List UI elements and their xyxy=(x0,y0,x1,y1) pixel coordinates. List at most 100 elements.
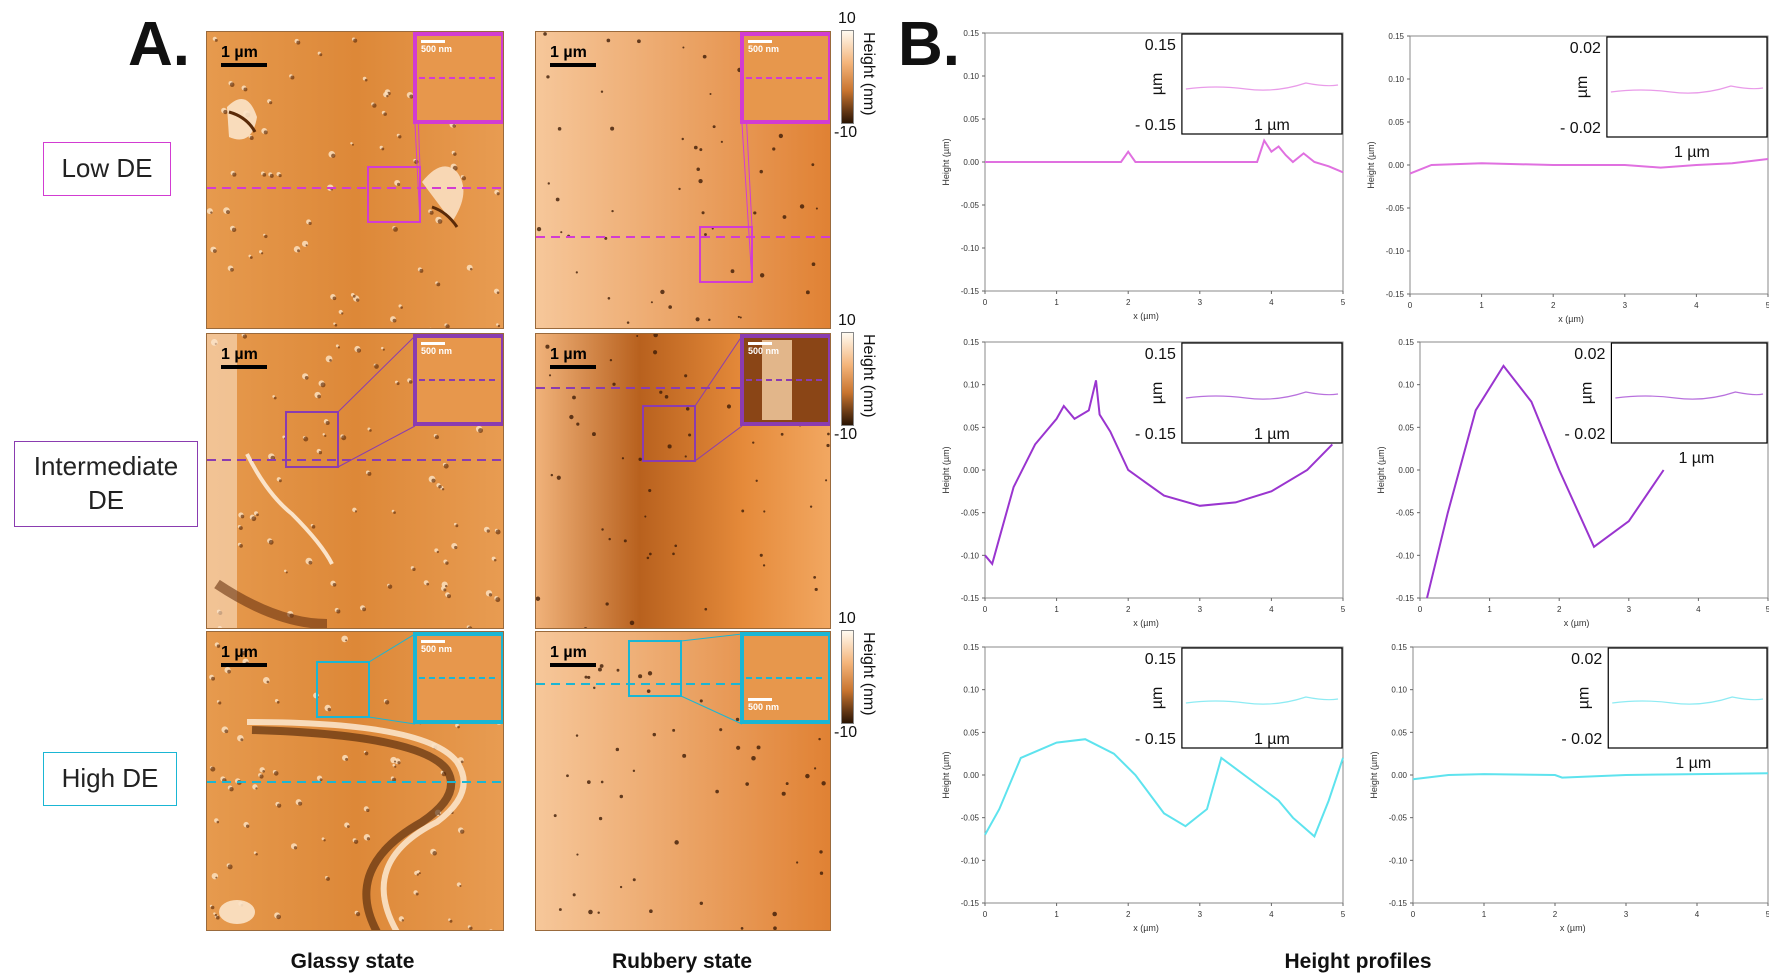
height-colorbar xyxy=(841,30,854,124)
y-tick-label: -0.10 xyxy=(1389,856,1408,865)
y-tick-label: 0.00 xyxy=(963,771,979,780)
y-axis-label: Height (µm) xyxy=(941,446,951,493)
afm-rubbery-image: 1 µm 500 nm xyxy=(535,31,831,329)
y-tick-label: 0.05 xyxy=(1391,728,1407,737)
x-tick-label: 5 xyxy=(1341,298,1346,307)
x-axis-label: x (µm) xyxy=(1560,923,1586,933)
inset-y-min: - 0.15 xyxy=(1135,117,1176,134)
inset-scale-label: 1 µm xyxy=(1678,450,1714,467)
x-tick-label: 3 xyxy=(1627,605,1632,614)
y-tick-label: -0.05 xyxy=(961,509,980,518)
y-tick-label: 0.05 xyxy=(963,728,979,737)
inset-series-line xyxy=(1185,82,1339,91)
y-axis-label: Height (µm) xyxy=(1369,751,1379,798)
afm-rubbery-image: 1 µm 500 nm xyxy=(535,631,831,931)
x-tick-label: 3 xyxy=(1623,301,1628,310)
series-line xyxy=(1426,364,1665,599)
inset-scale-label: 500 nm xyxy=(748,702,780,712)
x-tick-label: 4 xyxy=(1269,605,1274,614)
scale-bar-main: 1 µm xyxy=(550,346,596,369)
inset-box xyxy=(1181,342,1343,444)
x-tick-label: 5 xyxy=(1766,605,1769,614)
y-tick-label: -0.15 xyxy=(1396,594,1415,603)
y-tick-label: -0.05 xyxy=(961,201,980,210)
inset-series-line xyxy=(1612,696,1764,705)
x-tick-label: 3 xyxy=(1198,298,1203,307)
x-tick-label: 5 xyxy=(1341,605,1346,614)
height-profile-chart: 0.15 0.10 0.05 0.00 -0.05 -0.10 -0.15 0 1 2 3 4 5 x (… xyxy=(1370,334,1769,650)
scale-bar xyxy=(550,63,596,67)
y-tick-label: 0.15 xyxy=(1398,338,1414,347)
x-tick-label: 5 xyxy=(1341,910,1346,919)
inset-series-line xyxy=(1185,696,1339,705)
y-tick-label: -0.10 xyxy=(961,856,980,865)
scale-bar xyxy=(221,365,267,369)
x-tick-label: 0 xyxy=(983,605,988,614)
inset-series-line xyxy=(1185,391,1339,400)
y-axis-label: Height (µm) xyxy=(941,751,951,798)
inset-scale-label: 1 µm xyxy=(1254,731,1290,748)
scale-bar-label: 1 µm xyxy=(221,44,258,61)
y-tick-label: 0.15 xyxy=(963,29,979,38)
inset-unit: µm xyxy=(1149,382,1166,405)
y-tick-label: -0.10 xyxy=(961,551,980,560)
inset-scale-bar xyxy=(748,698,772,701)
y-tick-label: 0.05 xyxy=(1398,423,1414,432)
x-tick-label: 4 xyxy=(1696,605,1701,614)
caption-glassy: Glassy state xyxy=(290,950,415,973)
x-axis-label: x (µm) xyxy=(1558,314,1584,324)
afm-glassy-image: 1 µm 500 nm xyxy=(206,333,504,629)
colorbar-title: Height (nm) xyxy=(860,334,877,418)
inset-scale-label: 1 µm xyxy=(1675,755,1711,772)
x-tick-label: 4 xyxy=(1694,301,1699,310)
y-tick-label: -0.05 xyxy=(1389,814,1408,823)
colorbar-min: -10 xyxy=(834,426,858,443)
afm-rubbery-image: 1 µm 500 nm xyxy=(535,333,831,629)
y-tick-label: 0.15 xyxy=(963,643,979,652)
y-tick-label: -0.15 xyxy=(961,899,980,908)
y-axis-label: Height (µm) xyxy=(1366,141,1376,188)
scale-bar-label: 1 µm xyxy=(550,44,587,61)
chart-svg: 0.15 0.10 0.05 0.00 -0.05 -0.10 -0.150 1 2 3 4 5 x (… xyxy=(941,643,1346,933)
x-tick-label: 0 xyxy=(983,910,988,919)
scale-bar-inset: 500 nm xyxy=(748,342,779,356)
x-tick-label: 0 xyxy=(1411,910,1416,919)
x-tick-label: 5 xyxy=(1766,910,1769,919)
inset-y-max: 0.02 xyxy=(1571,651,1602,668)
y-tick-label: -0.10 xyxy=(1386,247,1405,256)
inset-scale-bar xyxy=(748,40,772,43)
x-tick-label: 0 xyxy=(983,298,988,307)
chart-svg: 0.15 0.10 0.05 0.00 -0.05 -0.10 -0.150 1 2 3 4 5 x (… xyxy=(1369,643,1769,933)
inset-unit: µm xyxy=(1149,687,1166,710)
x-tick-label: 2 xyxy=(1126,605,1131,614)
x-tick-label: 0 xyxy=(1408,301,1413,310)
y-tick-label: 0.00 xyxy=(1388,161,1404,170)
y-tick-label: 0.15 xyxy=(1391,643,1407,652)
series-line xyxy=(984,738,1344,839)
y-tick-label: 0.05 xyxy=(963,115,979,124)
row-label: Intermediate DE xyxy=(14,441,198,527)
scale-bar-main: 1 µm xyxy=(550,644,596,667)
y-tick-label: 0.15 xyxy=(1388,32,1404,41)
x-tick-label: 4 xyxy=(1269,910,1274,919)
scale-bar-inset: 500 nm xyxy=(421,640,452,654)
inset-y-min: - 0.02 xyxy=(1561,731,1602,748)
inset-box xyxy=(1181,33,1343,135)
inset-box xyxy=(1181,647,1343,749)
scale-bar-inset: 500 nm xyxy=(748,698,779,712)
afm-height-map xyxy=(536,32,830,328)
x-tick-label: 1 xyxy=(1487,605,1492,614)
y-tick-label: 0.10 xyxy=(963,381,979,390)
afm-height-map xyxy=(207,32,503,328)
afm-height-map xyxy=(207,334,503,628)
inset-y-max: 0.15 xyxy=(1145,346,1176,363)
x-tick-label: 5 xyxy=(1766,301,1769,310)
x-tick-label: 4 xyxy=(1269,298,1274,307)
x-tick-label: 2 xyxy=(1551,301,1556,310)
inset-y-max: 0.15 xyxy=(1145,651,1176,668)
x-tick-label: 3 xyxy=(1198,910,1203,919)
inset-scale-label: 1 µm xyxy=(1254,426,1290,443)
y-tick-label: -0.10 xyxy=(1396,551,1415,560)
row-label: High DE xyxy=(43,752,177,806)
scale-bar-main: 1 µm xyxy=(550,44,596,67)
